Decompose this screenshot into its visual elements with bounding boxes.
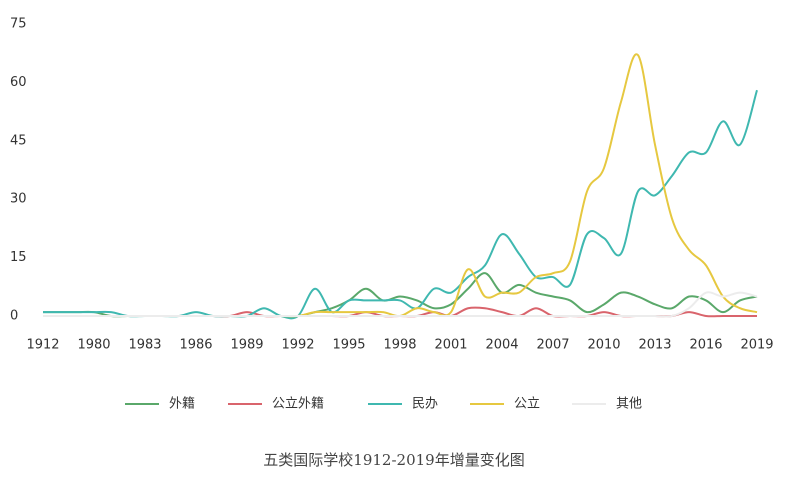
x-tick-label: 1992	[281, 338, 314, 353]
legend-label: 外籍	[169, 396, 195, 412]
y-tick-label: 45	[10, 133, 27, 148]
x-tick-label: 2013	[638, 338, 671, 353]
x-tick-label: 2016	[689, 338, 722, 353]
x-tick-label: 1912	[26, 338, 59, 353]
legend-label: 民办	[412, 397, 438, 412]
x-tick-label: 1998	[383, 338, 416, 353]
series-line	[42, 291, 758, 318]
series-line	[42, 53, 758, 318]
y-tick-label: 30	[10, 192, 27, 207]
x-tick-label: 2004	[485, 338, 518, 353]
x-tick-label: 1980	[77, 338, 110, 353]
x-tick-label: 1989	[230, 338, 263, 353]
x-tick-label: 2019	[740, 338, 773, 353]
y-tick-label: 15	[10, 250, 27, 265]
x-tick-label: 2001	[434, 338, 467, 353]
x-tick-label: 2007	[536, 338, 569, 353]
x-tick-label: 1995	[332, 338, 365, 353]
x-tick-label: 1986	[179, 338, 212, 353]
legend-label: 公立外籍	[272, 396, 324, 412]
x-tick-label: 2010	[587, 338, 620, 353]
series-line	[42, 89, 758, 320]
y-tick-label: 0	[10, 309, 18, 324]
x-tick-label: 1983	[128, 338, 161, 353]
legend-label: 公立	[514, 397, 540, 412]
y-tick-label: 60	[10, 75, 27, 90]
series-line	[42, 272, 758, 318]
chart-caption: 五类国际学校1912-2019年增量变化图	[263, 451, 524, 469]
legend-label: 其他	[616, 397, 642, 412]
y-tick-label: 75	[10, 17, 27, 32]
